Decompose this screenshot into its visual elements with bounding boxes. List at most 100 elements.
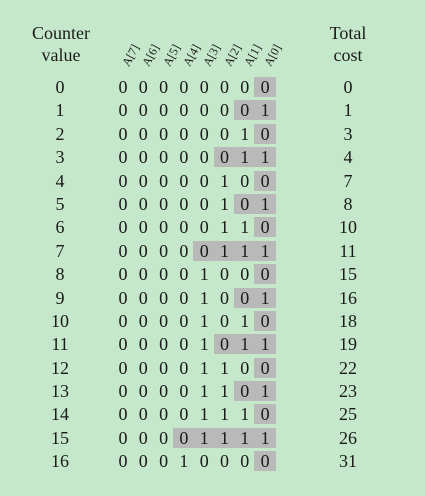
counter-row: 13 0 0 0 0 1 1 0 1 23 — [0, 380, 425, 403]
bit-cell: 0 — [138, 240, 148, 261]
bit-cell: 0 — [179, 381, 189, 402]
bit-cell: 0 — [179, 334, 189, 355]
counter-value: 12 — [51, 357, 69, 378]
bit-label: A[1] — [240, 41, 264, 69]
total-cost: 23 — [339, 381, 357, 402]
bit-cell: 0 — [179, 427, 189, 448]
flipped-bits-highlight — [254, 451, 277, 472]
bit-cell: 0 — [240, 170, 250, 191]
bit-cell: 0 — [138, 451, 148, 472]
bit-cell: 0 — [199, 240, 209, 261]
bit-cell: 0 — [179, 310, 189, 331]
bit-cell: 0 — [138, 100, 148, 121]
bit-cell: 0 — [179, 404, 189, 425]
bit-cell: 1 — [199, 357, 209, 378]
bit-cell: 1 — [220, 427, 229, 448]
bit-cell: 1 — [199, 404, 209, 425]
bit-cell: 1 — [220, 240, 229, 261]
total-cost: 18 — [339, 310, 357, 331]
bit-cell: 0 — [260, 123, 270, 144]
bit-cell: 0 — [179, 147, 189, 168]
bit-cell: 1 — [260, 100, 270, 121]
bit-cell: 0 — [138, 381, 148, 402]
bit-cell: 0 — [179, 287, 189, 308]
bit-cell: 0 — [260, 357, 270, 378]
counter-header-line1: Counter — [32, 23, 90, 43]
bit-cell: 0 — [118, 427, 128, 448]
bit-cell: 1 — [240, 404, 250, 425]
bit-cell: 0 — [118, 310, 128, 331]
flipped-bits-highlight — [254, 264, 277, 285]
bit-cell: 1 — [179, 451, 189, 472]
bit-cell: 0 — [138, 334, 148, 355]
bit-cell: 0 — [220, 100, 229, 121]
bit-cell: 0 — [159, 404, 169, 425]
counter-value: 4 — [55, 170, 65, 191]
bit-cell: 1 — [260, 427, 270, 448]
flipped-bits-highlight — [233, 193, 277, 214]
bit-cell: 0 — [118, 240, 128, 261]
flipped-bits-highlight — [233, 381, 277, 402]
cost-header-line2: cost — [333, 45, 363, 65]
bit-cell: 0 — [159, 170, 169, 191]
counter-row: 6 0 0 0 0 0 1 1 0 10 — [0, 216, 425, 239]
bit-cell: 0 — [179, 217, 189, 238]
counter-value: 7 — [55, 240, 65, 261]
counter-value: 1 — [55, 100, 65, 121]
bit-cell: 0 — [138, 193, 148, 214]
bit-cell: 0 — [159, 334, 169, 355]
bit-cell: 0 — [179, 100, 189, 121]
counter-value: 8 — [55, 264, 65, 285]
flipped-bits-highlight — [254, 310, 277, 331]
bit-cell: 0 — [179, 123, 189, 144]
bit-cell: 1 — [240, 427, 250, 448]
bit-cell: 0 — [159, 357, 169, 378]
bit-cell: 1 — [260, 147, 270, 168]
flipped-bits-highlight — [254, 123, 277, 144]
bit-cell: 0 — [220, 451, 229, 472]
bit-cell: 0 — [199, 123, 209, 144]
bit-cell: 0 — [118, 451, 128, 472]
bit-cell: 0 — [260, 264, 270, 285]
counter-row: 7 0 0 0 0 0 1 1 1 11 — [0, 240, 425, 263]
bit-cell: 0 — [138, 123, 148, 144]
bit-cell: 0 — [138, 170, 148, 191]
bit-label: A[3] — [200, 41, 224, 69]
bit-cell: 0 — [118, 77, 128, 97]
bit-cell: 0 — [159, 77, 169, 97]
bit-cell: 0 — [118, 404, 128, 425]
bit-cell: 0 — [118, 334, 128, 355]
bit-cell: 0 — [138, 287, 148, 308]
bit-cell: 0 — [118, 123, 128, 144]
bit-cell: 0 — [159, 147, 169, 168]
bit-label: A[5] — [159, 41, 183, 69]
counter-row: 8 0 0 0 0 1 0 0 0 15 — [0, 263, 425, 286]
bit-cell: 0 — [138, 264, 148, 285]
bit-cell: 0 — [220, 310, 229, 331]
total-cost: 25 — [339, 404, 357, 425]
bit-cell: 1 — [199, 427, 209, 448]
total-cost: 15 — [339, 264, 357, 285]
total-cost: 4 — [343, 147, 353, 168]
bit-cell: 0 — [159, 240, 169, 261]
bit-cell: 0 — [179, 240, 189, 261]
bit-cell: 0 — [240, 77, 250, 97]
bit-cell: 1 — [240, 217, 250, 238]
cost-header-line1: Total — [329, 23, 367, 43]
bit-cell: 1 — [220, 170, 229, 191]
bit-cell: 0 — [220, 147, 229, 168]
total-cost: 19 — [339, 334, 357, 355]
bit-cell: 1 — [220, 193, 229, 214]
bit-cell: 0 — [118, 357, 128, 378]
bit-cell: 1 — [199, 264, 209, 285]
bit-cell: 0 — [260, 310, 270, 331]
flipped-bits-highlight — [254, 217, 277, 238]
counter-header-line2: value — [41, 45, 81, 65]
flipped-bits-highlight — [254, 404, 277, 425]
